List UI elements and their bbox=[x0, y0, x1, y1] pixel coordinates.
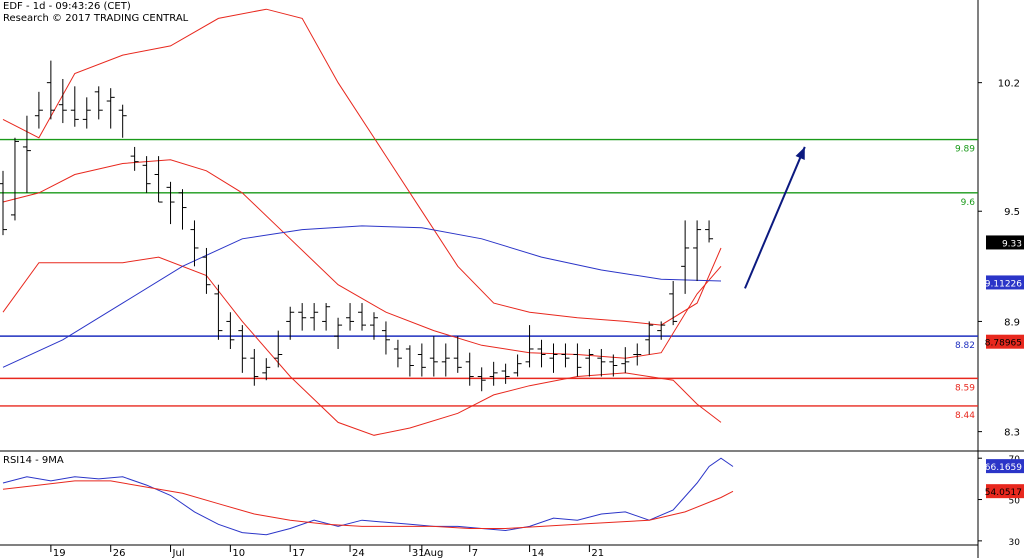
ma-value-tag bbox=[986, 275, 1024, 290]
time-tick-label: 26 bbox=[113, 548, 126, 558]
time-tick-label: 7 bbox=[472, 548, 478, 558]
rsi-value-tag bbox=[986, 459, 1024, 474]
ma-value-tag-text: 9.11226 bbox=[985, 279, 1022, 289]
rsi-panel-label: RSI14 - 9MA bbox=[3, 455, 64, 466]
rsi-tick-label: 30 bbox=[1009, 538, 1021, 548]
target-arrow-shaft bbox=[744, 146, 806, 289]
time-tick-label: 14 bbox=[532, 548, 545, 558]
time-tick-label: Aug bbox=[424, 548, 444, 558]
lower-band-tag-text: 8.78965 bbox=[985, 339, 1022, 349]
rsi-ma-value-tag-text: 54.0517 bbox=[985, 488, 1022, 498]
time-tick-label: 19 bbox=[53, 548, 66, 558]
time-tick-label: 31 bbox=[412, 548, 425, 558]
target-arrow-head bbox=[795, 146, 805, 160]
moving-average-series bbox=[2, 225, 722, 368]
resistance-2-label: 9.89 bbox=[955, 145, 975, 155]
time-tick-label: 10 bbox=[232, 548, 245, 558]
price-tick-label: 8.9 bbox=[1004, 317, 1020, 328]
rsi-ma-series bbox=[2, 480, 734, 529]
rsi-tick-label: 50 bbox=[1009, 497, 1021, 507]
lower-band-series bbox=[2, 256, 722, 436]
rsi14-series bbox=[2, 457, 734, 536]
time-tick-label: Jul bbox=[172, 548, 185, 558]
time-tick-label: 24 bbox=[352, 548, 365, 558]
chart-copyright: Research © 2017 TRADING CENTRAL bbox=[3, 13, 189, 24]
price-tick-label: 10.2 bbox=[998, 79, 1020, 90]
chart-title: EDF - 1d - 09:43:26 (CET) bbox=[3, 1, 131, 12]
last-price-tag-text: 9.33 bbox=[1002, 239, 1022, 249]
price-tick-label: 9.5 bbox=[1004, 207, 1020, 218]
lower-band-tag bbox=[986, 334, 1024, 349]
resistance-1-label: 9.6 bbox=[961, 198, 976, 208]
rsi-ma-value-tag bbox=[986, 484, 1024, 499]
support-1-label: 8.59 bbox=[955, 383, 975, 393]
chart-header: EDF - 1d - 09:43:26 (CET) Research © 201… bbox=[3, 1, 188, 25]
time-tick-label: 21 bbox=[591, 548, 604, 558]
support-2-label: 8.44 bbox=[955, 411, 975, 421]
price-tick-label: 8.3 bbox=[1004, 428, 1020, 439]
last-price-tag bbox=[986, 235, 1024, 250]
middle-band-series bbox=[2, 159, 722, 359]
upper-band-series bbox=[2, 8, 722, 326]
time-tick-label: 17 bbox=[292, 548, 305, 558]
rsi-value-tag-text: 66.1659 bbox=[985, 463, 1022, 473]
pivot-label: 8.82 bbox=[955, 341, 975, 351]
